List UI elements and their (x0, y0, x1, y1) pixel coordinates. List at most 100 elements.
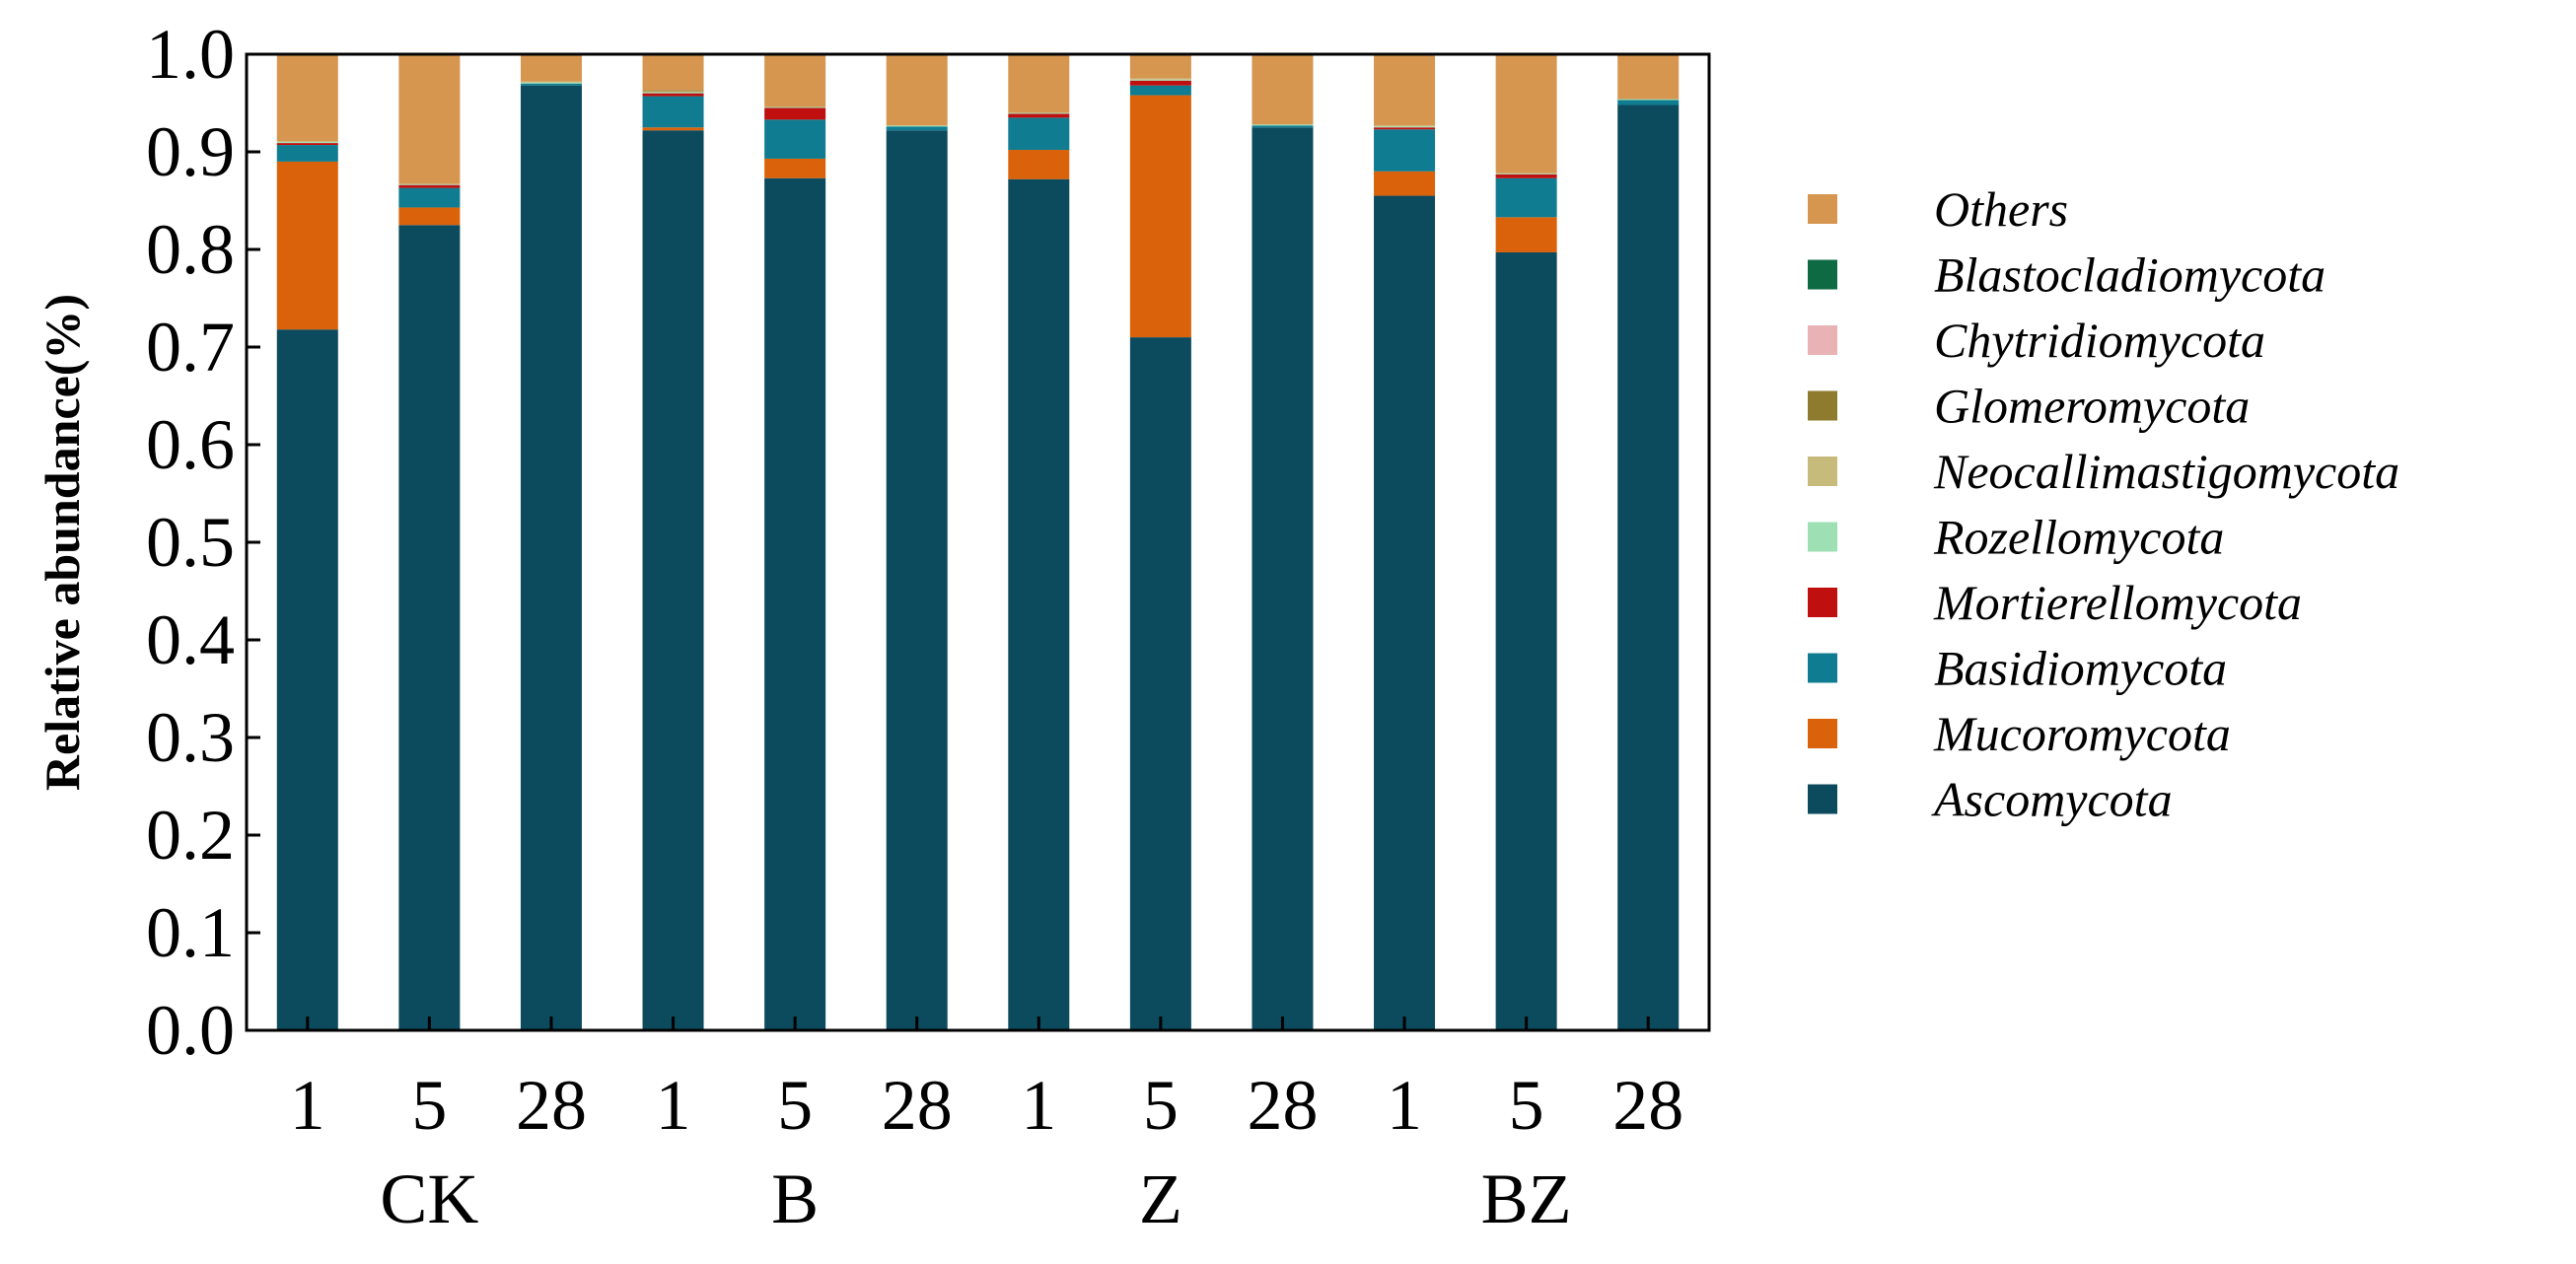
bar-segment-mortierellomycota-3 (642, 93, 704, 97)
y-tick-label: 0.0 (146, 991, 235, 1070)
bar-segment-neocallimastigomycota-2 (520, 81, 582, 83)
bar-segment-others-3 (642, 54, 704, 91)
legend-label: Basidiomycota (1934, 641, 2227, 696)
legend-label: Chytridiomycota (1934, 313, 2265, 368)
x-tick-label: 1 (1387, 1066, 1422, 1145)
bar-segment-mucoromycota-7 (1129, 95, 1191, 338)
bar-segment-basidiomycota-1 (398, 187, 461, 208)
legend: Others Blastocladiomycota Chytridiomycota G… (1808, 181, 2399, 827)
bar-segment-ascomycota-11 (1617, 105, 1680, 1031)
bar-segment-neocallimastigomycota-3 (642, 91, 704, 93)
legend-label: Blastocladiomycota (1934, 247, 2326, 303)
legend-label: Neocallimastigomycota (1933, 444, 2399, 499)
x-tick-label: 28 (1612, 1066, 1683, 1145)
y-axis-title: Relative abundance(%) (35, 294, 90, 791)
bar-segment-rozellomycota-11 (1617, 99, 1680, 101)
legend-item-ascomycota: Ascomycota (1808, 772, 2173, 827)
bar-segment-others-7 (1129, 54, 1191, 79)
legend-item-basidiomycota: Basidiomycota (1808, 641, 2227, 696)
bar-segment-neocallimastigomycota-0 (276, 141, 338, 143)
x-tick-label: 28 (882, 1066, 953, 1145)
bar-segment-ascomycota-8 (1252, 127, 1314, 1030)
x-tick-label: 1 (656, 1066, 691, 1145)
bar-segment-others-0 (276, 54, 338, 142)
bar-segment-ascomycota-10 (1495, 251, 1557, 1031)
bar-segment-ascomycota-1 (398, 225, 461, 1030)
bar-segment-others-11 (1617, 54, 1680, 100)
bar-segment-basidiomycota-4 (764, 119, 826, 159)
bar-segment-mucoromycota-4 (764, 158, 826, 178)
legend-item-glomeromycota: Glomeromycota (1808, 379, 2250, 434)
x-tick-label: 5 (1143, 1066, 1179, 1145)
bar-segment-ascomycota-6 (1008, 178, 1070, 1031)
bar-segment-rozellomycota-9 (1374, 126, 1436, 128)
bar-segment-basidiomycota-8 (1252, 125, 1314, 128)
bar-segment-mortierellomycota-0 (276, 143, 338, 146)
y-tick-label: 0.6 (146, 405, 235, 484)
bar-segment-mucoromycota-0 (276, 161, 338, 330)
group-label-b: B (771, 1159, 819, 1238)
bar-segment-mortierellomycota-6 (1008, 113, 1070, 118)
legend-label: Rozellomycota (1933, 510, 2224, 565)
bar-segment-ascomycota-0 (276, 329, 338, 1030)
y-tick-label: 0.7 (146, 308, 235, 386)
bar-segment-basidiomycota-6 (1008, 117, 1070, 151)
bar-segment-mortierellomycota-10 (1495, 174, 1557, 178)
legend-item-mortierellomycota: Mortierellomycota (1808, 575, 2302, 630)
y-tick-label: 1.0 (146, 15, 235, 94)
bar-segment-rozellomycota-10 (1495, 173, 1557, 175)
bar-segment-rozellomycota-1 (398, 183, 461, 185)
bar-segment-neocallimastigomycota-9 (1374, 125, 1436, 127)
bar-segment-rozellomycota-7 (1129, 79, 1191, 81)
bar-segment-mucoromycota-9 (1374, 171, 1436, 196)
bar-segment-mortierellomycota-4 (764, 107, 826, 120)
bar-segment-mortierellomycota-7 (1129, 80, 1191, 86)
bar-segment-basidiomycota-5 (886, 126, 948, 131)
bar-segment-others-4 (764, 54, 826, 107)
legend-item-rozellomycota: Rozellomycota (1808, 510, 2224, 565)
bar-segment-basidiomycota-2 (520, 83, 582, 86)
bar-segment-others-6 (1008, 54, 1070, 113)
bar-segment-rozellomycota-8 (1252, 124, 1314, 126)
bar-segment-mucoromycota-1 (398, 207, 461, 226)
legend-item-blastocladiomycota: Blastocladiomycota (1808, 247, 2326, 303)
bar-segment-others-5 (886, 54, 948, 126)
bar-segment-basidiomycota-7 (1129, 85, 1191, 96)
legend-item-neocallimastigomycota: Neocallimastigomycota (1808, 444, 2399, 499)
bar-segment-ascomycota-3 (642, 130, 704, 1031)
y-tick-label: 0.8 (146, 210, 235, 289)
x-tick-label: 5 (1509, 1066, 1544, 1145)
group-label-z: Z (1139, 1159, 1182, 1238)
axes-layer (245, 52, 1711, 1032)
bar-segment-rozellomycota-0 (276, 142, 338, 144)
bar-segment-mucoromycota-3 (642, 127, 704, 131)
x-tick-label: 28 (1247, 1066, 1318, 1145)
bar-segment-basidiomycota-0 (276, 145, 338, 162)
legend-label: Mortierellomycota (1933, 575, 2302, 630)
legend-item-mucoromycota: Mucoromycota (1808, 706, 2231, 761)
plot-frame (245, 52, 1711, 1032)
legend-item-chytridiomycota: Chytridiomycota (1808, 313, 2265, 368)
bar-segment-ascomycota-4 (764, 177, 826, 1031)
bar-segment-ascomycota-9 (1374, 195, 1436, 1031)
bar-segment-others-1 (398, 54, 461, 184)
y-tick-label: 0.1 (146, 893, 235, 972)
legend-label: Ascomycota (1931, 772, 2173, 827)
bars-layer (276, 54, 1680, 1031)
bar-segment-ascomycota-2 (520, 85, 582, 1031)
x-tick-label: 1 (290, 1066, 325, 1145)
legend-swatch (1808, 653, 1837, 683)
legend-label: Others (1934, 181, 2068, 237)
bar-segment-others-9 (1374, 54, 1436, 126)
bar-segment-rozellomycota-5 (886, 125, 948, 127)
y-tick-label: 0.4 (146, 600, 235, 679)
bar-segment-basidiomycota-10 (1495, 177, 1557, 218)
legend-item-others: Others (1808, 181, 2068, 237)
bar-segment-rozellomycota-6 (1008, 112, 1070, 114)
bar-segment-others-10 (1495, 54, 1557, 174)
bar-segment-rozellomycota-3 (642, 92, 704, 94)
x-tick-label: 1 (1021, 1066, 1056, 1145)
legend-swatch (1808, 194, 1837, 224)
